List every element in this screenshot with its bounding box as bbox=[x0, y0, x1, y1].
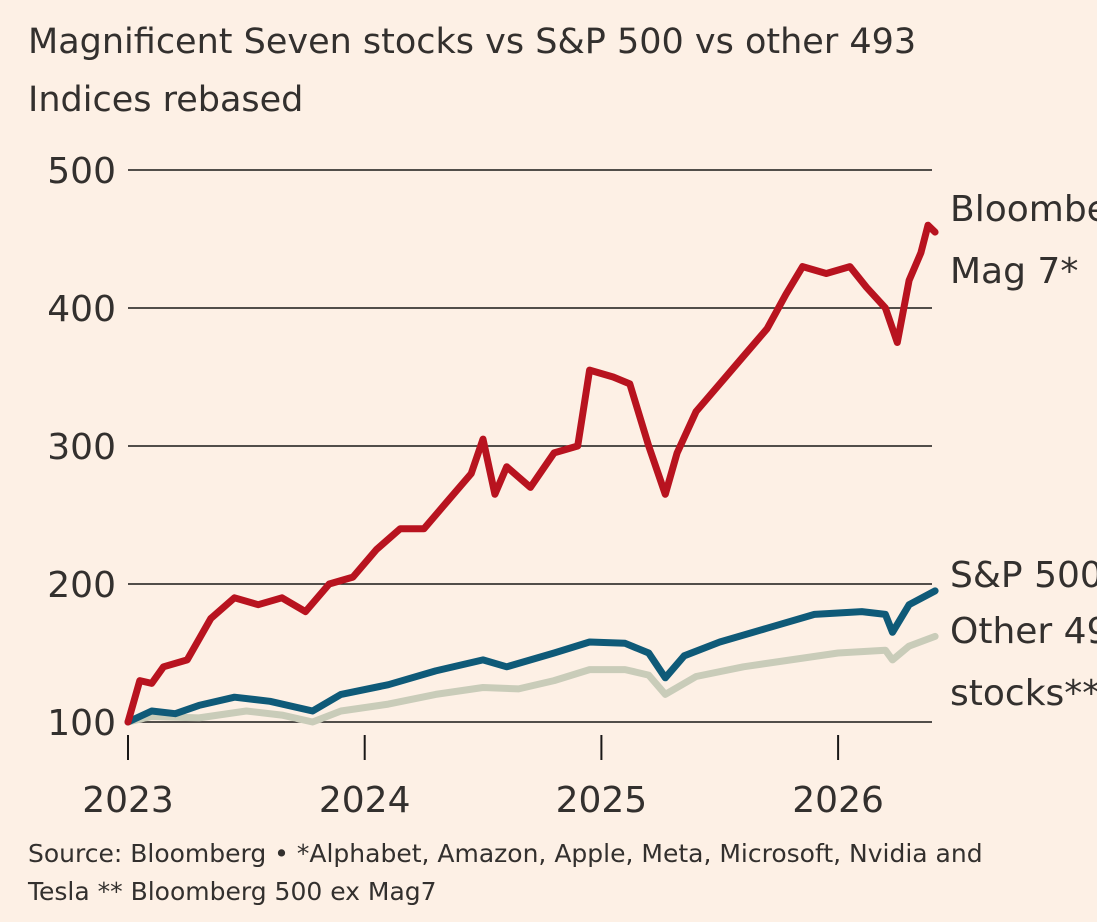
y-tick-label: 500 bbox=[47, 151, 116, 192]
y-tick-label: 200 bbox=[47, 565, 116, 606]
x-tick-label: 2024 bbox=[319, 780, 411, 821]
y-axis-label: Indices rebased bbox=[28, 80, 304, 120]
legend-label: Other 493 stocks** bbox=[950, 611, 1097, 714]
legend-label: S&P 500 bbox=[950, 555, 1097, 596]
series-line bbox=[124, 632, 939, 726]
y-tick-label: 100 bbox=[47, 703, 116, 744]
x-tick-label: 2025 bbox=[556, 780, 648, 821]
x-tick-label: 2023 bbox=[82, 780, 174, 821]
series-line bbox=[124, 221, 939, 726]
source-note: Source: Bloomberg • *Alphabet, Amazon, A… bbox=[28, 839, 983, 906]
x-tick-label: 2026 bbox=[792, 780, 884, 821]
y-tick-label: 300 bbox=[47, 427, 116, 468]
legend-label: Bloomberg Mag 7* bbox=[950, 189, 1097, 292]
y-tick-label: 400 bbox=[47, 289, 116, 330]
chart-title: The US stock market bbox=[28, 0, 495, 8]
series-line bbox=[124, 587, 939, 726]
chart-subtitle: Magnificent Seven stocks vs S&P 500 vs o… bbox=[28, 22, 917, 62]
